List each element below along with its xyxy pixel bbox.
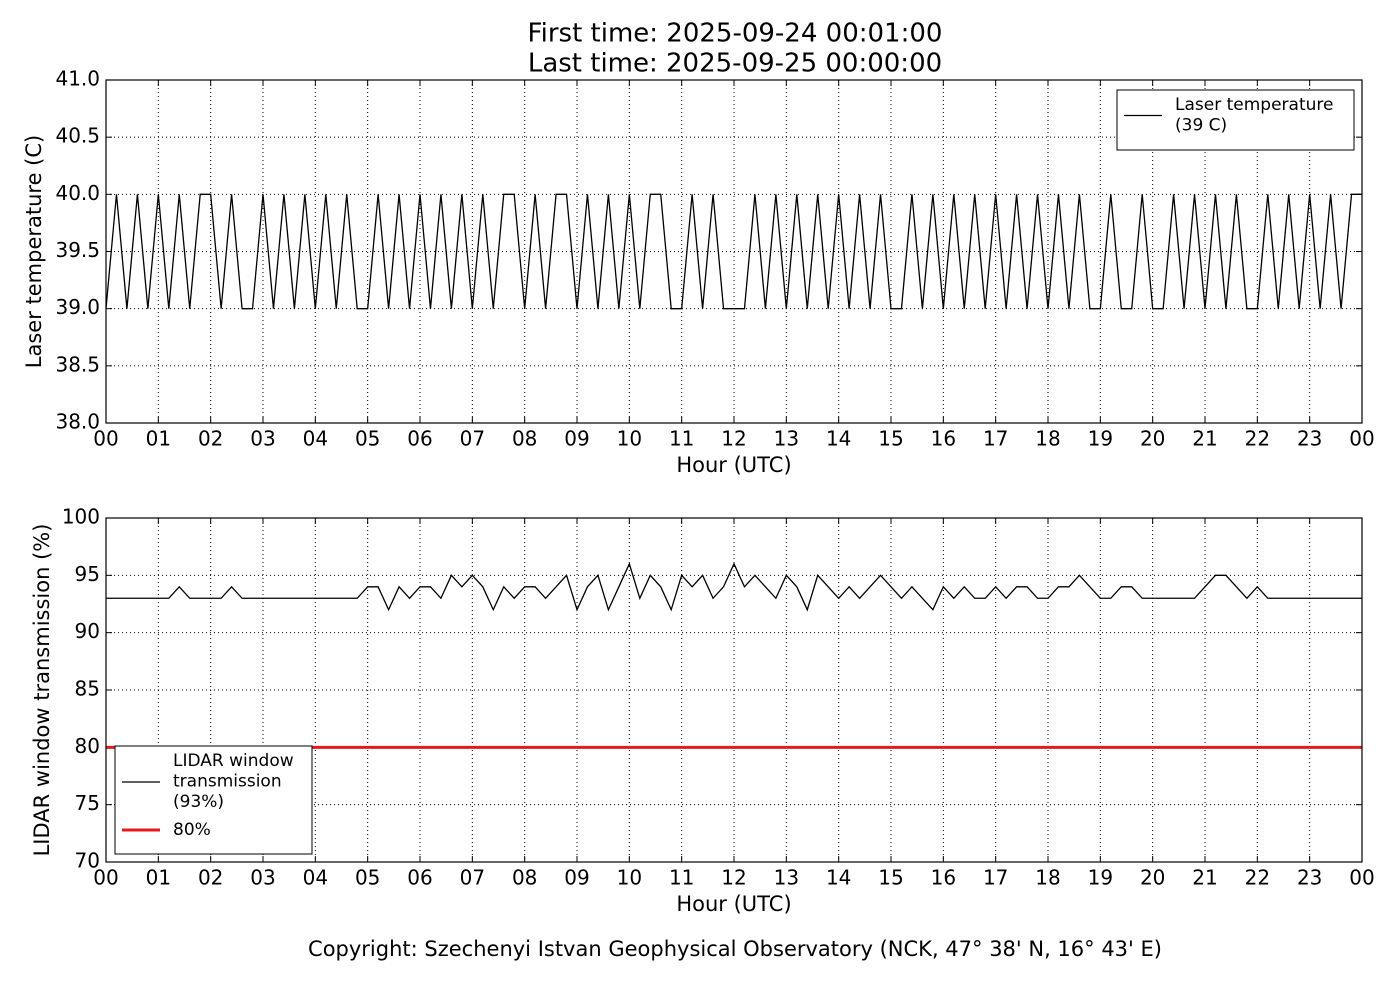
y-tick-label: 90 xyxy=(75,619,100,643)
y-tick-label: 95 xyxy=(75,562,100,586)
x-tick-label: 23 xyxy=(1297,427,1322,451)
title-line: First time: 2025-09-24 00:01:00 xyxy=(528,19,943,49)
x-tick-label: 11 xyxy=(669,866,694,890)
x-tick-label: 22 xyxy=(1245,427,1270,451)
x-tick-label: 14 xyxy=(826,866,851,890)
y-tick-label: 40.0 xyxy=(55,181,100,205)
x-tick-label: 09 xyxy=(564,427,589,451)
x-tick-label: 05 xyxy=(355,427,380,451)
x-tick-label: 08 xyxy=(512,427,537,451)
x-tick-label: 15 xyxy=(878,866,903,890)
x-tick-label: 00 xyxy=(93,866,118,890)
x-axis-label: Hour (UTC) xyxy=(676,892,791,916)
x-tick-label: 17 xyxy=(983,427,1008,451)
x-axis-label: Hour (UTC) xyxy=(676,453,791,477)
footer: Copyright: Szechenyi Istvan Geophysical … xyxy=(308,937,1162,961)
x-tick-label: 03 xyxy=(250,427,275,451)
x-tick-label: 00 xyxy=(93,427,118,451)
x-tick-label: 12 xyxy=(721,866,746,890)
x-tick-label: 06 xyxy=(407,866,432,890)
x-tick-label: 13 xyxy=(774,866,799,890)
series-line xyxy=(106,562,1362,612)
y-tick-label: 39.5 xyxy=(55,238,100,262)
x-tick-label: 04 xyxy=(303,427,328,451)
legend-label: LIDAR window transmission (93%) xyxy=(173,751,294,812)
x-tick-label: 18 xyxy=(1035,427,1060,451)
x-tick-label: 21 xyxy=(1192,427,1217,451)
title-line: Last time: 2025-09-25 00:00:00 xyxy=(528,49,942,79)
y-tick-label: 38.0 xyxy=(55,410,100,434)
y-axis-label: Laser temperature (C) xyxy=(22,135,46,368)
y-tick-label: 41.0 xyxy=(55,67,100,91)
y-tick-label: 40.5 xyxy=(55,124,100,148)
legend-label: Laser temperature (39 C) xyxy=(1175,95,1333,135)
axes-frame xyxy=(105,79,1363,424)
y-tick-label: 70 xyxy=(75,849,100,873)
y-tick-label: 80 xyxy=(75,734,100,758)
x-tick-label: 23 xyxy=(1297,866,1322,890)
axes-frame xyxy=(105,517,1363,863)
y-axis-label: LIDAR window transmission (%) xyxy=(30,524,54,857)
series-line xyxy=(105,193,1362,310)
x-tick-label: 05 xyxy=(355,866,380,890)
x-tick-label: 17 xyxy=(983,866,1008,890)
x-tick-label: 16 xyxy=(931,427,956,451)
x-tick-label: 22 xyxy=(1245,866,1270,890)
x-tick-label: 04 xyxy=(303,866,328,890)
y-tick-label: 85 xyxy=(75,677,100,701)
x-tick-label: 09 xyxy=(564,866,589,890)
x-tick-label: 19 xyxy=(1088,427,1113,451)
y-tick-label: 38.5 xyxy=(55,352,100,376)
x-tick-label: 15 xyxy=(878,427,903,451)
x-tick-label: 13 xyxy=(774,427,799,451)
x-tick-label: 06 xyxy=(407,427,432,451)
x-tick-label: 07 xyxy=(460,866,485,890)
x-tick-label: 03 xyxy=(250,866,275,890)
x-tick-label: 20 xyxy=(1140,427,1165,451)
x-tick-label: 01 xyxy=(146,866,171,890)
x-tick-label: 00 xyxy=(1349,427,1374,451)
x-tick-label: 02 xyxy=(198,866,223,890)
x-tick-label: 14 xyxy=(826,427,851,451)
y-tick-label: 100 xyxy=(62,505,100,529)
x-tick-label: 19 xyxy=(1088,866,1113,890)
x-tick-label: 01 xyxy=(146,427,171,451)
legend-box xyxy=(1116,89,1355,151)
legend-label: 80% xyxy=(173,820,211,840)
x-tick-label: 20 xyxy=(1140,866,1165,890)
x-tick-label: 16 xyxy=(931,866,956,890)
x-tick-label: 08 xyxy=(512,866,537,890)
x-tick-label: 10 xyxy=(617,427,642,451)
x-tick-label: 11 xyxy=(669,427,694,451)
y-tick-label: 39.0 xyxy=(55,295,100,319)
x-tick-label: 07 xyxy=(460,427,485,451)
x-tick-label: 12 xyxy=(721,427,746,451)
legend-box xyxy=(114,745,313,855)
x-tick-label: 02 xyxy=(198,427,223,451)
x-tick-label: 00 xyxy=(1349,866,1374,890)
x-tick-label: 18 xyxy=(1035,866,1060,890)
x-tick-label: 21 xyxy=(1192,866,1217,890)
x-tick-label: 10 xyxy=(617,866,642,890)
y-tick-label: 75 xyxy=(75,791,100,815)
